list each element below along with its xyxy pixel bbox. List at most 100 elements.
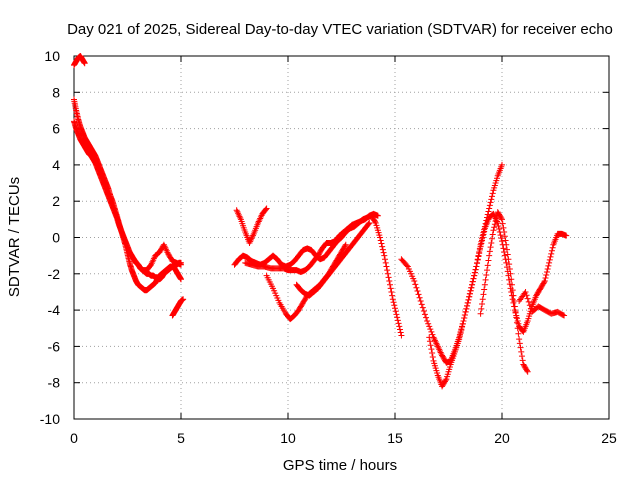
data-point xyxy=(515,320,522,327)
data-point xyxy=(479,237,486,244)
data-point xyxy=(544,265,551,272)
data-point xyxy=(480,231,487,238)
data-point xyxy=(491,221,498,228)
data-point xyxy=(500,224,507,231)
data-point xyxy=(485,257,492,264)
y-axis-label: SDTVAR / TECUs xyxy=(6,177,23,297)
data-point xyxy=(379,246,386,253)
data-point xyxy=(464,299,471,306)
data-point xyxy=(519,357,526,364)
data-point xyxy=(178,276,184,283)
data-point xyxy=(524,368,531,375)
data-point xyxy=(468,284,475,291)
data-point xyxy=(503,241,510,248)
data-point xyxy=(467,287,474,294)
data-point xyxy=(525,298,532,305)
data-point xyxy=(466,290,473,297)
y-tick-label: -8 xyxy=(48,375,61,391)
x-tick-label: 5 xyxy=(177,430,185,446)
data-point xyxy=(380,249,387,256)
data-point xyxy=(413,284,420,291)
data-point xyxy=(426,338,433,345)
data-point xyxy=(392,305,398,312)
data-point xyxy=(543,272,550,279)
data-point xyxy=(480,291,487,298)
data-point xyxy=(366,219,373,226)
data-point xyxy=(474,260,481,267)
data-point xyxy=(386,278,393,285)
data-point xyxy=(374,212,381,219)
data-point xyxy=(81,60,88,67)
data-point xyxy=(342,242,349,249)
data-point xyxy=(501,229,508,236)
data-point xyxy=(478,240,485,247)
data-point xyxy=(476,250,483,257)
data-point xyxy=(542,275,549,282)
data-point xyxy=(559,311,566,318)
data-point xyxy=(489,190,496,197)
data-point xyxy=(462,308,469,315)
data-point xyxy=(515,330,522,337)
data-point xyxy=(178,261,184,268)
data-point xyxy=(396,323,403,330)
y-tick-label: 6 xyxy=(52,121,60,137)
data-point xyxy=(384,267,391,274)
y-tick-label: 10 xyxy=(44,48,60,64)
data-point xyxy=(487,199,494,206)
data-point xyxy=(398,332,405,339)
data-point xyxy=(424,317,431,324)
data-point xyxy=(389,296,396,303)
data-point xyxy=(461,314,468,321)
data-point xyxy=(541,279,548,286)
data-point xyxy=(502,237,509,244)
data-point xyxy=(475,253,482,260)
data-point xyxy=(501,233,508,240)
data-point xyxy=(499,220,506,227)
series-seg-n xyxy=(516,288,568,319)
data-point xyxy=(548,250,555,257)
series-seg-h xyxy=(242,210,381,275)
series-seg-g xyxy=(233,205,270,246)
data-point xyxy=(516,336,523,343)
x-tick-label: 10 xyxy=(280,430,296,446)
data-point xyxy=(499,216,505,223)
y-tick-label: 2 xyxy=(52,193,60,209)
data-point xyxy=(503,246,510,253)
x-tick-label: 15 xyxy=(387,430,403,446)
data-point xyxy=(473,263,480,270)
data-point xyxy=(507,270,514,277)
data-point xyxy=(415,291,422,298)
data-point xyxy=(457,330,464,337)
data-point xyxy=(490,227,497,234)
data-point xyxy=(506,261,513,268)
data-point xyxy=(420,308,427,315)
data-point xyxy=(394,314,401,321)
y-tick-label: -2 xyxy=(48,266,61,282)
data-point xyxy=(508,281,515,288)
data-point xyxy=(501,252,508,259)
data-point xyxy=(469,281,476,288)
data-point xyxy=(427,326,434,333)
data-point xyxy=(429,353,436,360)
data-point xyxy=(377,237,384,244)
data-point xyxy=(425,320,432,327)
data-point xyxy=(262,206,269,213)
data-point xyxy=(474,256,481,263)
data-point xyxy=(379,243,386,250)
data-point xyxy=(495,223,502,230)
data-point xyxy=(378,240,385,247)
data-point xyxy=(545,262,552,269)
series-seg-k xyxy=(398,161,505,366)
data-point xyxy=(523,367,530,374)
series-seg-b xyxy=(71,96,184,294)
data-point xyxy=(486,248,493,255)
data-point xyxy=(411,278,418,285)
data-point xyxy=(500,245,507,252)
data-point xyxy=(478,305,485,312)
data-point xyxy=(394,317,401,324)
data-point xyxy=(518,353,525,360)
data-point xyxy=(381,252,388,259)
data-point xyxy=(513,314,520,321)
y-tick-label: 8 xyxy=(52,84,60,100)
